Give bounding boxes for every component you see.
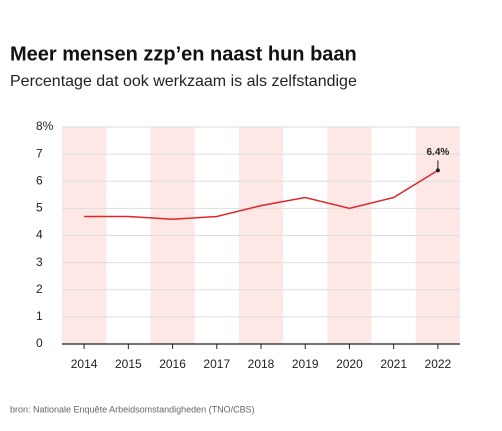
x-tick-label: 2020 — [336, 357, 363, 371]
x-tick-label: 2019 — [292, 357, 319, 371]
chart-title: Meer mensen zzp’en naast hun baan — [10, 43, 357, 65]
x-tick-label: 2015 — [115, 357, 142, 371]
y-tick-label: 2 — [36, 282, 43, 296]
x-tick-label: 2016 — [159, 357, 186, 371]
y-tick-label: 0 — [36, 336, 43, 350]
y-tick-label: 1 — [36, 309, 43, 323]
chart-subtitle: Percentage dat ook werkzaam is als zelfs… — [10, 73, 357, 90]
y-tick-label: 6 — [36, 173, 43, 187]
x-tick-label: 2018 — [248, 357, 275, 371]
y-tick-label: 3 — [36, 255, 43, 269]
line — [84, 169, 439, 220]
source: bron: Nationale Enquête Arbeidsomstandig… — [10, 404, 255, 414]
x-tick-label: 2017 — [203, 357, 230, 371]
value-label: 6.4% — [426, 147, 449, 158]
y-tick-label: 5 — [36, 201, 43, 215]
x-tick-label: 2021 — [380, 357, 407, 371]
y-tick-label: 7 — [36, 146, 43, 160]
y-tick-label: 8% — [36, 119, 54, 133]
x-tick-label: 2022 — [425, 357, 452, 371]
y-tick-label: 4 — [36, 228, 43, 242]
x-tick-label: 2014 — [71, 357, 98, 371]
